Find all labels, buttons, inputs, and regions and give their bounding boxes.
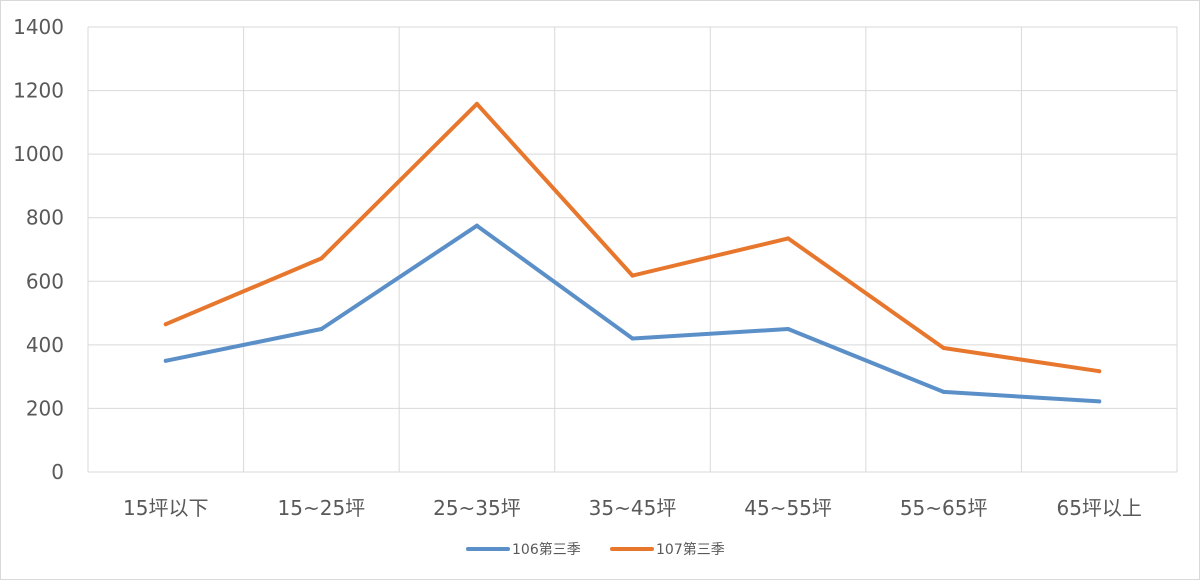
data-point-series-1 [163,358,168,363]
data-point-series-2 [163,322,168,327]
y-tick-label: 400 [26,333,64,357]
data-point-series-2 [786,236,791,241]
x-tick-label: 15~25坪 [278,496,366,520]
x-tick-label: 45~55坪 [744,496,832,520]
x-tick-label: 35~45坪 [589,496,677,520]
data-point-series-2 [941,346,946,351]
x-tick-label: 25~35坪 [433,496,521,520]
legend-label: 107第三季 [656,541,725,558]
legend-label: 106第三季 [512,541,581,558]
data-point-series-2 [319,256,324,261]
series-lines [163,101,1102,404]
data-point-series-1 [941,389,946,394]
y-tick-label: 0 [51,460,64,484]
x-tick-label: 55~65坪 [900,496,988,520]
data-point-series-2 [474,101,479,106]
y-tick-label: 1200 [13,79,64,103]
data-point-series-2 [630,273,635,278]
y-tick-label: 600 [26,269,64,293]
x-tick-label: 15坪以下 [123,496,208,520]
legend: 106第三季 107第三季 [466,541,725,558]
y-tick-label: 800 [26,206,64,230]
data-point-series-2 [1097,369,1102,374]
data-point-series-1 [630,336,635,341]
x-tick-label: 65坪以上 [1056,496,1141,520]
y-axis-tick-labels: 0 200 400 600 800 1000 1200 1400 [13,15,64,484]
x-axis-tick-labels: 15坪以下 15~25坪 25~35坪 35~45坪 45~55坪 55~65坪 65坪以上 [123,496,1142,520]
data-point-series-1 [1097,399,1102,404]
data-point-series-1 [319,326,324,331]
y-tick-label: 200 [26,396,64,420]
y-tick-label: 1000 [13,142,64,166]
vertical-gridlines [87,27,1178,472]
y-tick-label: 1400 [13,15,64,39]
data-point-series-1 [786,326,791,331]
data-point-series-1 [474,223,479,228]
